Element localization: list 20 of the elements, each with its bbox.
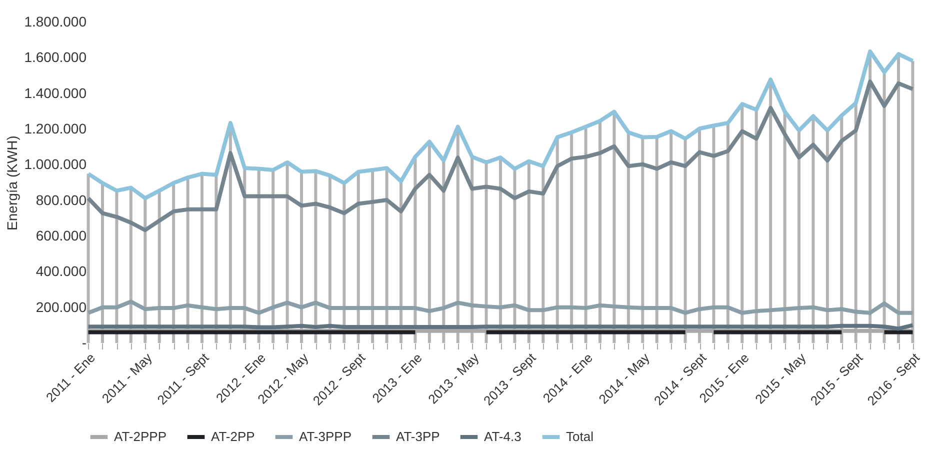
y-tick-label: 400.000	[36, 263, 87, 280]
line-series	[86, 49, 915, 200]
y-tick-label: 600.000	[36, 228, 87, 244]
legend-label: AT-3PPP	[299, 429, 352, 444]
line-series	[86, 300, 915, 315]
y-tick-label: 1.400.000	[24, 84, 87, 101]
y-tick-label: 200.000	[36, 298, 87, 315]
legend-label: AT-3PP	[396, 429, 440, 444]
y-tick-label: 1.000.000	[24, 156, 87, 172]
y-axis-title: Energía (KWH)	[4, 136, 20, 230]
legend-label: AT-2PPP	[114, 429, 167, 444]
legend-label: AT-2PP	[211, 429, 255, 444]
y-tick-label: 800.000	[36, 192, 87, 208]
legend-label: AT-4.3	[484, 429, 522, 444]
y-tick-label: -	[82, 334, 87, 350]
y-tick-label: 1.200.000	[24, 120, 87, 136]
y-tick-label: 1.800.000	[24, 14, 87, 30]
line-series	[86, 80, 915, 232]
legend-label: Total	[566, 429, 594, 444]
y-tick-label: 1.600.000	[24, 49, 87, 66]
